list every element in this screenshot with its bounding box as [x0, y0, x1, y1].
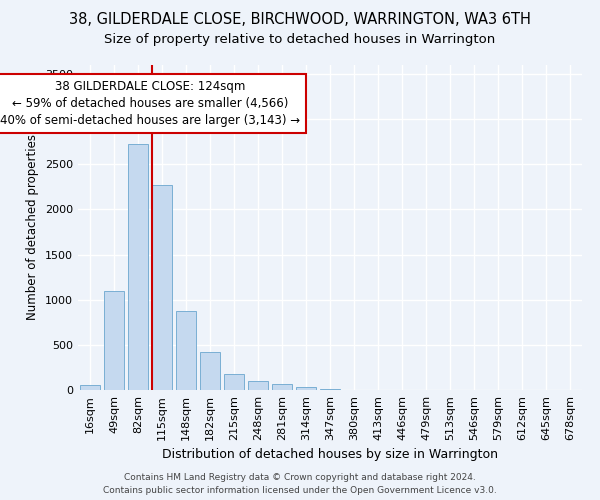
Bar	[104, 290, 124, 390]
Bar	[200, 352, 220, 390]
Text: 38 GILDERDALE CLOSE: 124sqm
← 59% of detached houses are smaller (4,566)
40% of : 38 GILDERDALE CLOSE: 124sqm ← 59% of det…	[0, 80, 300, 128]
Bar	[128, 144, 148, 390]
Bar	[152, 184, 172, 390]
Bar	[224, 374, 244, 390]
Text: Size of property relative to detached houses in Warrington: Size of property relative to detached ho…	[104, 32, 496, 46]
Bar	[320, 389, 340, 390]
Y-axis label: Number of detached properties: Number of detached properties	[26, 134, 40, 320]
Bar	[176, 310, 196, 390]
Bar	[248, 382, 268, 390]
Text: 38, GILDERDALE CLOSE, BIRCHWOOD, WARRINGTON, WA3 6TH: 38, GILDERDALE CLOSE, BIRCHWOOD, WARRING…	[69, 12, 531, 28]
Text: Contains HM Land Registry data © Crown copyright and database right 2024.
Contai: Contains HM Land Registry data © Crown c…	[103, 474, 497, 495]
Bar	[296, 388, 316, 390]
Bar	[272, 384, 292, 390]
X-axis label: Distribution of detached houses by size in Warrington: Distribution of detached houses by size …	[162, 448, 498, 462]
Bar	[80, 386, 100, 390]
